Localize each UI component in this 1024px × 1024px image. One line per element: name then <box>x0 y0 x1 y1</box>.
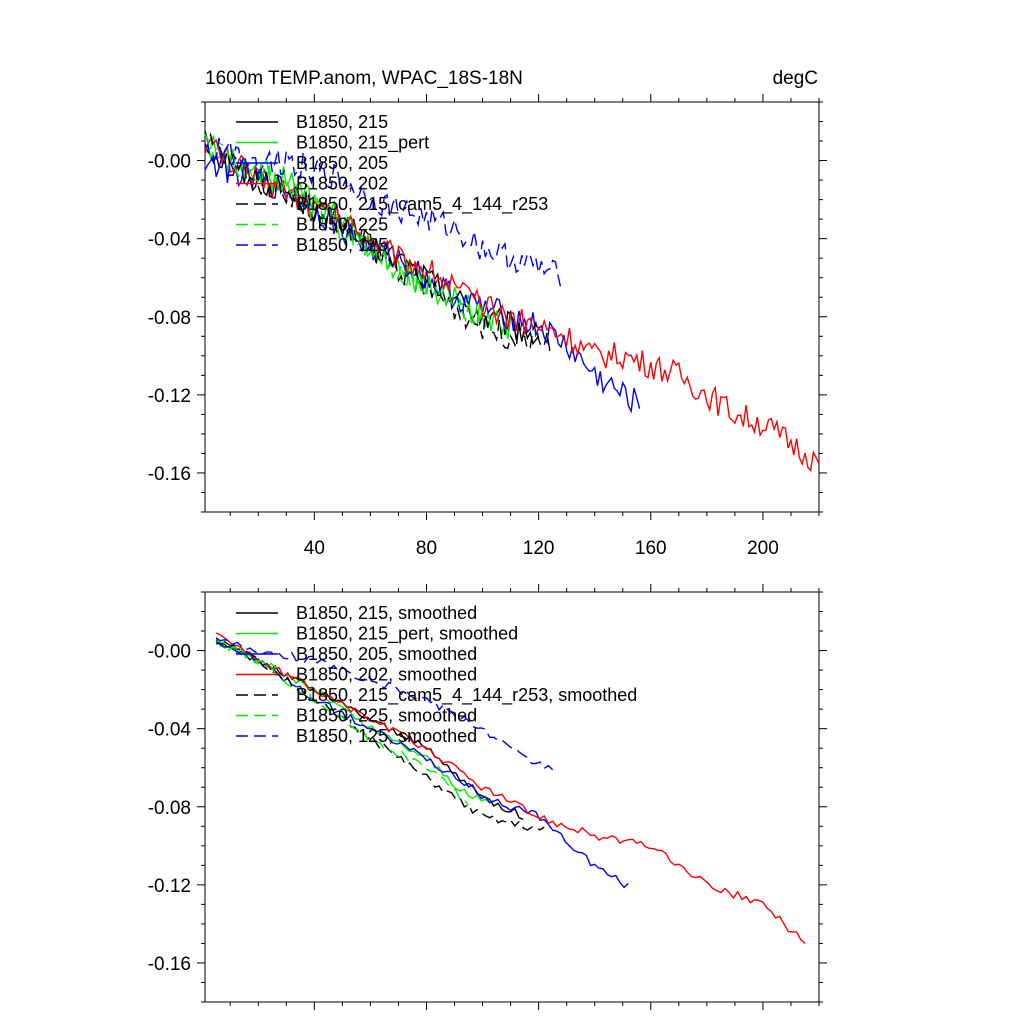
legend-label: B1850, 215_cam5_4_144_r253, smoothed <box>296 685 637 706</box>
chart-title: 1600m TEMP.anom, WPAC_18S-18N <box>205 68 523 89</box>
x-tick-label: 120 <box>523 538 555 559</box>
legend-label: B1850, 215_cam5_4_144_r253 <box>296 194 548 215</box>
plot-area: -0.00 -0.04 -0.08 -0.12 -0.16 B1850, 215, smo… <box>148 584 827 1010</box>
y-tick-label: -0.04 <box>148 720 192 741</box>
units-label: degC <box>773 68 818 89</box>
legend-label: B1850, 125 <box>296 235 388 255</box>
legend-label: B1850, 125, smoothed <box>296 726 477 746</box>
y-tick-label: -0.16 <box>148 954 191 975</box>
legend-label: B1850, 215 <box>296 112 388 132</box>
bottom-panel: -0.00 -0.04 -0.08 -0.12 -0.16 B1850, 215, smo… <box>148 584 827 1010</box>
series-line <box>204 137 820 472</box>
series-line <box>204 137 562 290</box>
x-tick-label: 40 <box>304 538 325 559</box>
y-tick-label: -0.00 <box>148 642 191 663</box>
x-tick-label: 200 <box>747 538 779 559</box>
legend-label: B1850, 215, smoothed <box>296 603 477 623</box>
plot-frame <box>204 101 820 513</box>
y-tick-label: -0.12 <box>148 386 191 407</box>
legend-label: B1850, 225, smoothed <box>296 706 477 726</box>
y-tick-label: -0.04 <box>148 230 192 251</box>
legend-label: B1850, 205, smoothed <box>296 644 477 664</box>
legend-label: B1850, 225 <box>296 215 388 235</box>
plot-area: -0.00 -0.04 -0.08 -0.12 -0.16 40 80 120 160 200 B1… <box>148 94 827 559</box>
top-panel: 1600m TEMP.anom, WPAC_18S-18N degC -0.00… <box>148 68 827 559</box>
legend-label: B1850, 215_pert, smoothed <box>296 624 518 645</box>
y-tick-label: -0.16 <box>148 464 191 485</box>
x-tick-label: 80 <box>416 538 437 559</box>
plot-frame <box>204 591 820 1003</box>
series-line <box>204 133 484 324</box>
series-line <box>216 642 545 831</box>
legend-label: B1850, 215_pert <box>296 133 429 154</box>
series-line <box>215 641 629 889</box>
series-line <box>215 632 806 944</box>
legend-label: B1850, 202, smoothed <box>296 665 477 685</box>
legend-label: B1850, 202 <box>296 174 388 194</box>
x-tick-label: 160 <box>635 538 667 559</box>
y-tick-label: -0.12 <box>148 876 191 897</box>
y-tick-label: -0.08 <box>148 798 191 819</box>
series-line <box>215 636 470 806</box>
legend-label: B1850, 205 <box>296 153 388 173</box>
y-tick-label: -0.08 <box>148 308 191 329</box>
y-tick-label: -0.00 <box>148 152 191 173</box>
series-line <box>204 153 641 414</box>
